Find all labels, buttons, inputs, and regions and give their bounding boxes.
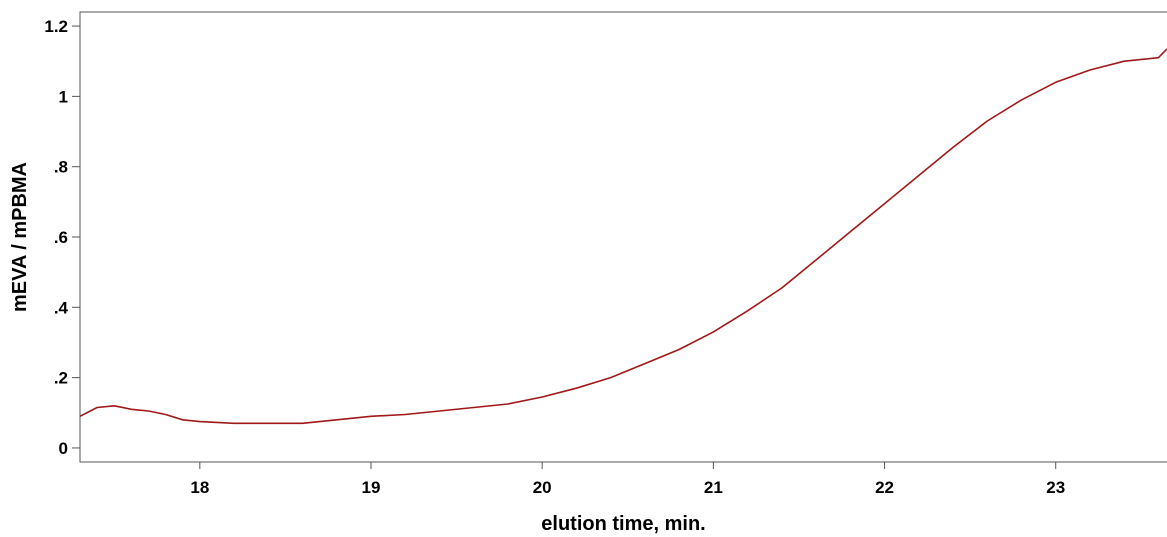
y-tick-label: 1.2 bbox=[44, 17, 68, 36]
y-tick-label: .4 bbox=[54, 298, 69, 317]
x-tick-label: 20 bbox=[533, 478, 552, 497]
axes bbox=[79, 11, 1167, 463]
series-group bbox=[79, 48, 1167, 425]
plot-frame bbox=[79, 11, 1167, 463]
x-tick-label: 23 bbox=[1046, 478, 1065, 497]
y-tick-label: 0 bbox=[59, 439, 68, 458]
x-tick-label: 22 bbox=[875, 478, 894, 497]
y-axis-title: mEVA / mPBMA bbox=[9, 162, 31, 312]
tick-group: 18 19 20 21 22 23 0 .2 .4 .6 .8 1 1.2 bbox=[44, 17, 1065, 497]
x-tick-label: 19 bbox=[362, 478, 381, 497]
x-tick-label: 21 bbox=[704, 478, 723, 497]
y-tick-label: .8 bbox=[54, 158, 68, 177]
x-tick-label: 18 bbox=[190, 478, 209, 497]
y-tick-label: 1 bbox=[59, 87, 68, 106]
y-tick-label: .2 bbox=[54, 369, 68, 388]
y-tick-label: .6 bbox=[54, 228, 68, 247]
series-line bbox=[79, 48, 1167, 425]
x-axis-title: elution time, min. bbox=[541, 513, 705, 535]
